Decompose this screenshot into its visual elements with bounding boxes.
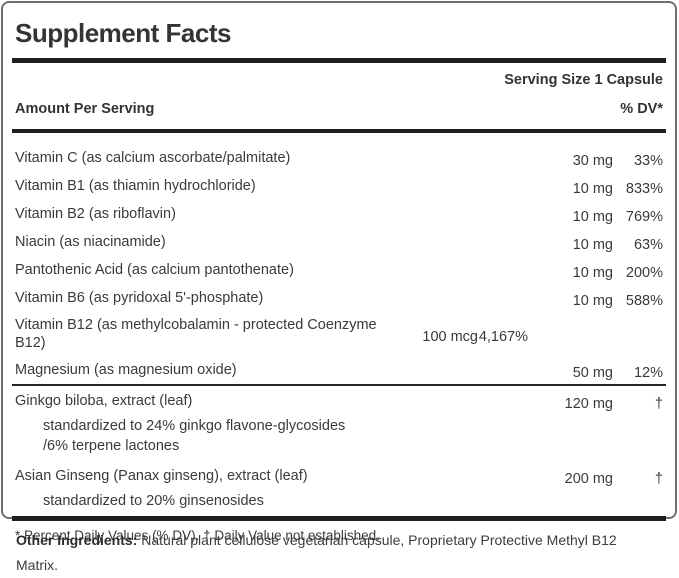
- nutrient-amount: 10 mg: [572, 209, 613, 225]
- nutrient-dv: 200%: [625, 265, 663, 281]
- nutrient-dv: †: [654, 471, 663, 487]
- supplement-facts-panel: Supplement Facts Serving Size 1 Capsule …: [1, 1, 677, 543]
- nutrient-amount: 50 mg: [572, 365, 613, 381]
- nutrient-name: Magnesium (as magnesium oxide): [15, 362, 237, 378]
- nutrient-name: Niacin (as niacinamide): [15, 234, 166, 250]
- botanical-rows: Ginkgo biloba, extract (leaf) 120 mg † s…: [3, 386, 675, 511]
- thick-rule-header: [12, 129, 666, 133]
- column-header-row: Amount Per Serving % DV*: [3, 91, 675, 129]
- standardization-line: standardized to 24% ginkgo flavone-glyco…: [43, 418, 346, 434]
- nutrient-dv: 4,167%: [478, 329, 528, 345]
- nutrient-name: Vitamin B12 (as methylcobalamin - protec…: [15, 317, 377, 351]
- nutrient-name: Vitamin B6 (as pyridoxal 5'-phosphate): [15, 290, 264, 306]
- nutrient-amount: 10 mg: [572, 181, 613, 197]
- nutrient-dv: †: [654, 396, 663, 412]
- nutrient-dv: 769%: [625, 209, 663, 225]
- table-row: Vitamin C (as calcium ascorbate/palmitat…: [3, 144, 675, 172]
- nutrient-amount: 30 mg: [572, 153, 613, 169]
- nutrient-name: Asian Ginseng (Panax ginseng), extract (…: [15, 468, 308, 484]
- nutrient-name: Vitamin B2 (as riboflavin): [15, 206, 176, 222]
- nutrient-amount: 120 mg: [564, 396, 613, 412]
- nutrient-name: Pantothenic Acid (as calcium pantothenat…: [15, 262, 294, 278]
- table-row: Ginkgo biloba, extract (leaf) 120 mg †: [3, 386, 675, 416]
- nutrient-rows: Vitamin C (as calcium ascorbate/palmitat…: [3, 133, 675, 384]
- nutrient-name: Vitamin C (as calcium ascorbate/palmitat…: [15, 150, 291, 166]
- table-row: Vitamin B2 (as riboflavin) 10 mg 769%: [3, 200, 675, 228]
- other-ingredients: Other Ingredients: Natural plant cellulo…: [0, 528, 679, 578]
- thick-rule-bottom: [12, 516, 666, 521]
- other-ingredients-label: Other Ingredients:: [16, 532, 138, 548]
- standardization-note: standardized to 20% ginsenosides: [3, 491, 675, 511]
- standardization-note: standardized to 24% ginkgo flavone-glyco…: [3, 416, 675, 456]
- nutrient-dv: 833%: [625, 181, 663, 197]
- nutrient-dv: 12%: [633, 365, 663, 381]
- standardization-line: standardized to 20% ginsenosides: [43, 493, 264, 509]
- thick-rule-top: [12, 58, 666, 63]
- table-row: Vitamin B12 (as methylcobalamin - protec…: [3, 312, 675, 356]
- nutrient-amount: 100 mcg: [422, 329, 478, 345]
- table-row: Vitamin B1 (as thiamin hydrochloride) 10…: [3, 172, 675, 200]
- section-divider: [12, 384, 666, 386]
- nutrient-dv: 33%: [633, 153, 663, 169]
- table-row: Magnesium (as magnesium oxide) 50 mg 12%: [3, 356, 675, 384]
- amount-per-serving-header: Amount Per Serving: [15, 101, 155, 117]
- nutrient-dv: 63%: [633, 237, 663, 253]
- percent-dv-header: % DV*: [620, 101, 663, 117]
- table-row: Vitamin B6 (as pyridoxal 5'-phosphate) 1…: [3, 284, 675, 312]
- nutrient-name: Ginkgo biloba, extract (leaf): [15, 393, 193, 409]
- table-row: Niacin (as niacinamide) 10 mg 63%: [3, 228, 675, 256]
- table-row: Pantothenic Acid (as calcium pantothenat…: [3, 256, 675, 284]
- nutrient-amount: 10 mg: [572, 265, 613, 281]
- other-ingredients-text: Natural plant cellulose vegetarian capsu…: [16, 532, 617, 573]
- serving-size: Serving Size 1 Capsule: [504, 72, 663, 88]
- dv-footnote: * Percent Daily Values (% DV). † Daily V…: [15, 528, 380, 543]
- nutrient-amount: 200 mg: [564, 471, 613, 487]
- table-row: Asian Ginseng (Panax ginseng), extract (…: [3, 461, 675, 491]
- nutrient-name: Vitamin B1 (as thiamin hydrochloride): [15, 178, 256, 194]
- nutrient-amount: 10 mg: [572, 293, 613, 309]
- panel-title: Supplement Facts: [15, 18, 231, 48]
- nutrient-amount: 10 mg: [572, 237, 613, 253]
- nutrient-dv: 588%: [625, 293, 663, 309]
- standardization-line: /6% terpene lactones: [43, 438, 180, 454]
